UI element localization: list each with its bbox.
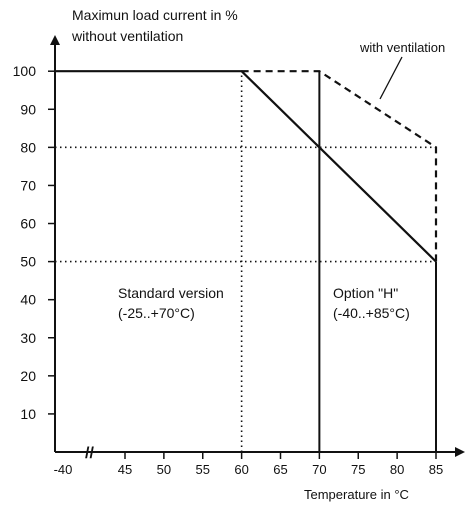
y-tick-label: 100: [13, 63, 37, 79]
ventilation-annotation-pointer: [379, 56, 403, 100]
x-axis-title: Temperature in °C: [304, 487, 409, 502]
standard-version-label: Standard version: [118, 285, 224, 301]
y-axis-title-line-1: Maximun load current in %: [72, 7, 238, 23]
x-tick-label: 50: [157, 462, 171, 477]
series-line-without-ventilation: [55, 70, 437, 263]
y-tick-label: 70: [20, 177, 36, 193]
y-tick-label: 80: [20, 139, 36, 155]
ventilation-annotation: with ventilation: [359, 40, 445, 55]
option-h-label: Option "H": [333, 285, 398, 301]
x-tick-label: 70: [312, 462, 326, 477]
y-tick-label: 20: [20, 368, 36, 384]
x-tick-label: 60: [234, 462, 248, 477]
x-tick-label: 65: [273, 462, 287, 477]
y-tick-label: 30: [20, 330, 36, 346]
x-tick-label: 55: [196, 462, 210, 477]
x-tick-label: 85: [429, 462, 443, 477]
x-axis-break: //: [85, 445, 94, 462]
y-tick-label: 90: [20, 101, 36, 117]
y-axis-title-line-2: without ventilation: [71, 28, 183, 44]
standard-version-range: (-25..+70°C): [118, 305, 195, 321]
option-h-range: (-40..+85°C): [333, 305, 410, 321]
y-tick-label: 40: [20, 292, 36, 308]
y-tick-label: 50: [20, 254, 36, 270]
x-tick-label: -40: [54, 462, 73, 477]
y-tick-label: 60: [20, 216, 36, 232]
x-tick-label: 45: [118, 462, 132, 477]
y-tick-label: 10: [20, 406, 36, 422]
x-tick-label: 75: [351, 462, 365, 477]
series-line-with-ventilation: [241, 70, 438, 262]
x-tick-label: 80: [390, 462, 404, 477]
